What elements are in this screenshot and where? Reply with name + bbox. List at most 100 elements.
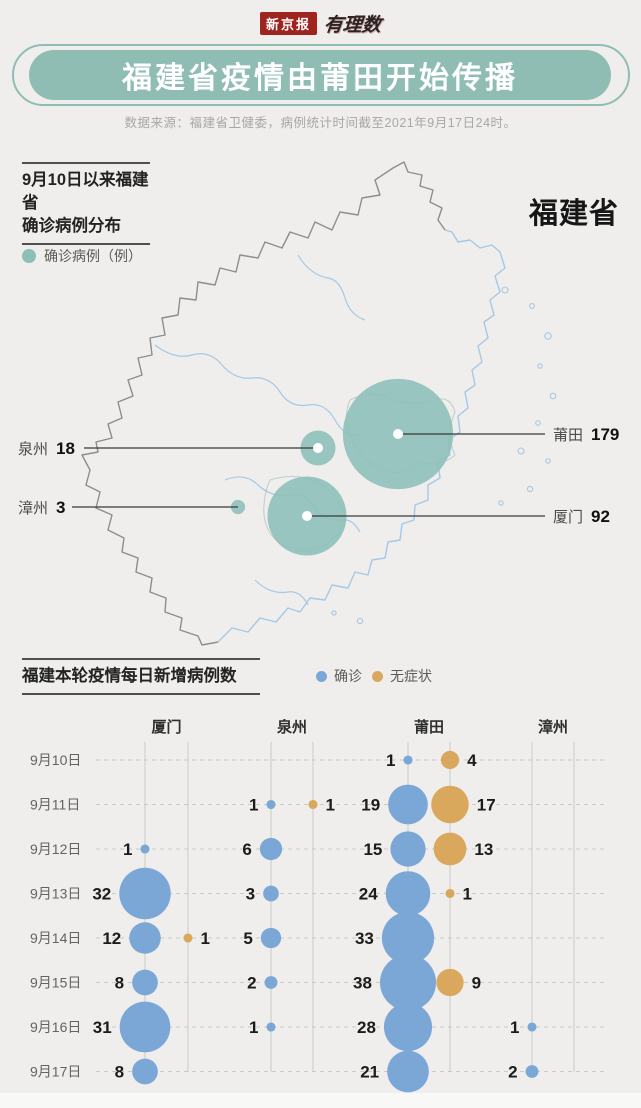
map-bubble-label: 莆田 179 (553, 425, 619, 444)
data-source-note: 数据来源：福建省卫健委，病例统计时间截至2021年9月17日24时。 (124, 116, 517, 130)
row-label-9月13日: 9月13日 (30, 886, 81, 902)
row-label-9月17日: 9月17日 (30, 1064, 81, 1080)
confirmed-value: 15 (363, 840, 382, 859)
confirmed-value: 21 (360, 1063, 379, 1082)
daily-chart-title: 福建本轮疫情每日新增病例数 (22, 667, 237, 685)
map-bubble-center-dot (313, 443, 323, 453)
asymptomatic-bubble-厦门-9月14日 (183, 933, 193, 943)
daily-chart-legend: 确诊 无症状 (316, 666, 432, 686)
map-title-line1: 9月10日以来福建省 (22, 171, 149, 212)
confirmed-value: 1 (386, 751, 395, 770)
confirmed-bubble-厦门-9月12日 (140, 844, 150, 854)
confirmed-value: 1 (510, 1018, 519, 1037)
map-legend-label: 确诊病例（例） (44, 248, 142, 264)
confirmed-bubble-泉州-9月14日 (260, 927, 282, 949)
row-label-9月14日: 9月14日 (30, 930, 81, 946)
map-bubble-center-dot (393, 429, 403, 439)
title-banner-ring: 福建省疫情由莆田开始传播 (12, 44, 630, 106)
confirmed-bubble-泉州-9月13日 (263, 885, 279, 902)
footer-strip (0, 1093, 641, 1108)
confirmed-bubble-莆田-9月14日 (381, 911, 435, 965)
map-section-title: 9月10日以来福建省 确诊病例分布 (22, 162, 150, 245)
row-label-9月11日: 9月11日 (30, 797, 80, 813)
confirmed-bubble-厦门-9月15日 (132, 969, 158, 996)
row-label-9月12日: 9月12日 (30, 841, 81, 857)
confirmed-bubble-莆田-9月10日 (403, 755, 413, 765)
asymptomatic-legend-label: 无症状 (390, 668, 432, 684)
map-bubble-label: 泉州 18 (18, 439, 75, 458)
title-banner: 福建省疫情由莆田开始传播 (29, 50, 611, 100)
rule-top (22, 162, 150, 164)
asymptomatic-value: 13 (474, 840, 493, 859)
asymptomatic-bubble-泉州-9月11日 (308, 799, 318, 810)
confirmed-bubble-泉州-9月11日 (266, 799, 276, 810)
confirmed-value: 28 (357, 1018, 376, 1037)
map-bubble-label: 漳州 3 (18, 498, 65, 517)
confirmed-bubble-莆田-9月15日 (379, 954, 437, 1011)
column-header-泉州: 泉州 (276, 718, 307, 736)
map-bubble-label: 厦门 92 (553, 507, 610, 526)
confirmed-value: 24 (359, 885, 378, 904)
asymptomatic-bubble-莆田-9月10日 (440, 750, 460, 770)
fujian-province-map: 莆田 179 厦门 92 泉州 18 漳州 3 (18, 161, 619, 646)
confirmed-bubble-莆田-9月13日 (385, 871, 431, 916)
confirmed-value: 33 (355, 929, 374, 948)
map-bubble-center-dot (302, 511, 312, 521)
confirmed-value: 5 (243, 929, 252, 948)
publisher-logo: 新京报 有理数 (0, 10, 641, 36)
confirmed-value: 3 (246, 885, 255, 904)
confirmed-bubble-莆田-9月17日 (387, 1050, 429, 1093)
province-label: 福建省 (528, 198, 619, 230)
rule-bottom (22, 693, 260, 695)
confirmed-bubble-莆田-9月16日 (383, 1002, 433, 1052)
confirmed-bubble-漳州-9月16日 (527, 1022, 537, 1032)
legend-item-asymptomatic: 无症状 (372, 666, 432, 686)
row-label-9月16日: 9月16日 (30, 1019, 81, 1035)
confirmed-value: 38 (353, 974, 372, 993)
row-label-9月10日: 9月10日 (30, 752, 81, 768)
daily-chart-title-block: 福建本轮疫情每日新增病例数 (22, 658, 260, 695)
confirmed-value: 2 (247, 974, 256, 993)
column-header-漳州: 漳州 (538, 718, 568, 736)
asymptomatic-bubble-莆田-9月11日 (431, 785, 469, 824)
confirmed-bubble-厦门-9月16日 (119, 1001, 171, 1053)
confirmed-bubble-泉州-9月16日 (266, 1022, 276, 1032)
confirmed-value: 12 (102, 929, 121, 948)
beijing-news-logo: 新京报 (259, 11, 317, 35)
confirmed-bubble-莆田-9月12日 (390, 831, 426, 867)
map-legend: 确诊病例（例） (22, 246, 142, 266)
daily-new-cases-bubble-chart: 厦门 泉州 莆田 漳州 9月10日 9月11日 9月12日 9月13日 9月14日 9月15日 9月… (30, 718, 608, 1093)
confirmed-value: 31 (93, 1018, 112, 1037)
confirmed-bubble-厦门-9月17日 (132, 1058, 158, 1085)
asymptomatic-value: 4 (467, 751, 477, 770)
asymptomatic-value: 1 (201, 929, 210, 948)
asymptomatic-value: 1 (463, 885, 472, 904)
confirmed-legend-dot (316, 670, 327, 682)
asymptomatic-legend-dot (372, 670, 383, 682)
asymptomatic-value: 1 (326, 796, 335, 815)
rivers (154, 254, 366, 606)
asymptomatic-bubble-莆田-9月15日 (436, 968, 464, 997)
column-header-莆田: 莆田 (414, 718, 444, 736)
youlishu-brand-logo: 有理数 (322, 13, 383, 36)
confirmed-value: 8 (115, 1063, 124, 1082)
confirmed-bubble-厦门-9月13日 (119, 867, 171, 920)
confirmed-bubble-泉州-9月12日 (259, 837, 283, 861)
confirmed-value: 8 (115, 974, 124, 993)
confirmed-cases-legend-dot (22, 249, 36, 263)
map-title-line2: 确诊病例分布 (22, 217, 121, 235)
confirmed-value: 19 (361, 796, 380, 815)
confirmed-legend-label: 确诊 (334, 668, 362, 684)
coastal-islands (331, 286, 557, 625)
legend-item-confirmed: 确诊 (316, 666, 362, 686)
confirmed-bubble-泉州-9月15日 (264, 976, 278, 989)
confirmed-bubble-漳州-9月17日 (525, 1065, 539, 1078)
confirmed-value: 1 (123, 840, 132, 859)
page-title: 福建省疫情由莆田开始传播 (122, 62, 518, 95)
confirmed-value: 1 (249, 796, 258, 815)
rule-top (22, 658, 260, 660)
confirmed-value: 1 (249, 1018, 258, 1037)
asymptomatic-bubble-莆田-9月13日 (445, 888, 455, 899)
asymptomatic-bubble-莆田-9月12日 (433, 832, 467, 866)
